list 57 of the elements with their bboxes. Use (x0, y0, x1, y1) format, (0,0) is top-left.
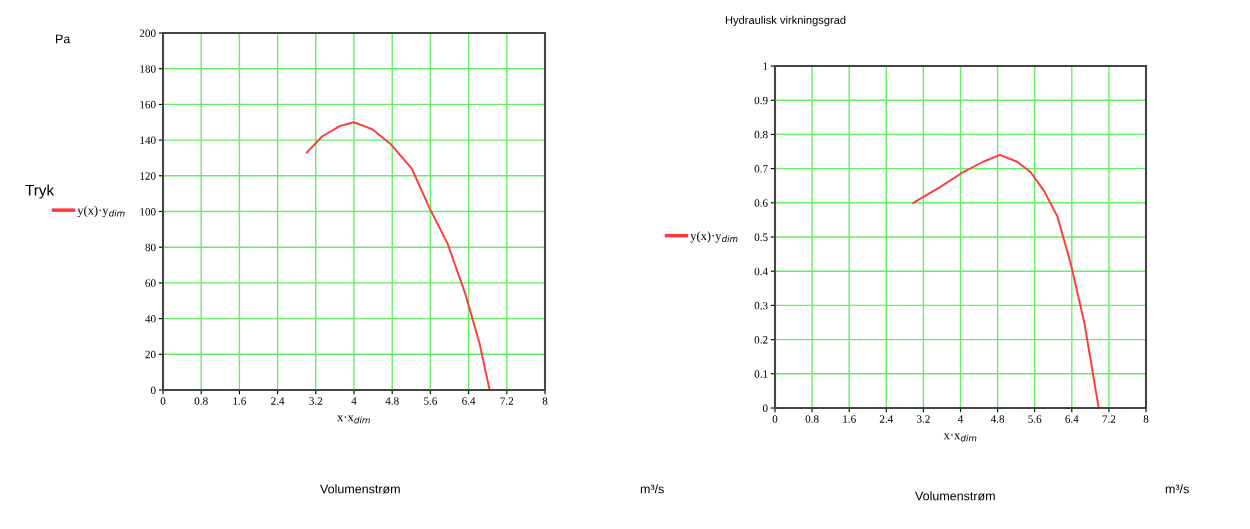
y-tick-label: 0.8 (754, 130, 768, 139)
text: m³/s (1165, 484, 1189, 494)
x-tick-label: 0.8 (805, 415, 819, 423)
x-tick-label: 4.8 (385, 397, 399, 405)
text: Volumenstrøm (915, 491, 995, 501)
text: Pa (56, 34, 71, 44)
x-tick-label: 8 (542, 397, 548, 405)
x-axis-title: x·x$_{dim}$ (337, 415, 370, 424)
y-tick-label: 100 (140, 207, 156, 216)
x-tick-label: 2.4 (271, 397, 285, 405)
x-tick-label: 0.8 (194, 397, 208, 405)
x-tick-label: 3.2 (309, 397, 323, 405)
line-series (912, 153, 1100, 408)
x-tick-label: 1.6 (233, 397, 247, 405)
y-tick-label: 0.6 (754, 199, 768, 207)
x-tick-label: 4.8 (990, 415, 1005, 423)
legend-label: y(x)·y$_{dim}$ (77, 205, 125, 218)
x-tick-label: 3.2 (916, 415, 930, 423)
x-tick-label: 1.6 (843, 415, 856, 423)
y-tick-label: 0.7 (754, 165, 768, 173)
y-tick-label: 60 (145, 279, 156, 287)
x-tick-label: 0 (772, 415, 778, 423)
line-series (305, 121, 491, 390)
y-tick-label: 80 (145, 243, 156, 252)
chart-title: Hydraulisk virkningsgrad (725, 15, 846, 27)
text: Volumenstrøm (320, 484, 400, 494)
x-tick-label: 4 (957, 415, 964, 423)
y-tick-label: 0.4 (754, 267, 768, 276)
legend-label: y(x)·y$_{dim}$ (690, 231, 738, 243)
y-tick-label: 180 (140, 65, 156, 73)
x-tick-label: 6.4 (462, 397, 476, 405)
x-axis-title: x·x$_{dim}$ (943, 433, 977, 442)
y-tick-label: 0.9 (754, 96, 768, 105)
y-tick-label: 40 (145, 315, 156, 323)
y-tick-label: 0.5 (754, 233, 768, 242)
y-tick-label: 0 (762, 404, 768, 412)
y-tick-label: 140 (140, 136, 156, 145)
y-axis-title: Tryk (25, 184, 55, 199)
y-tick-label: 0 (150, 386, 156, 394)
y-tick-label: 0.3 (754, 301, 768, 310)
y-tick-label: 160 (140, 100, 156, 109)
x-tick-label: 7.2 (500, 397, 514, 405)
y-tick-label: 1 (763, 62, 768, 70)
y-tick-label: 0.2 (754, 336, 768, 344)
y-tick-label: 200 (139, 29, 156, 37)
x-tick-label: 8 (1143, 415, 1149, 423)
x-tick-label: 6.4 (1065, 415, 1079, 423)
x-tick-label: 5.6 (1028, 415, 1042, 423)
x-tick-label: 4 (351, 397, 357, 405)
text: m³/s (640, 484, 664, 494)
x-tick-label: 7.2 (1102, 415, 1116, 423)
x-tick-label: 5.6 (424, 397, 438, 405)
y-tick-label: 120 (140, 172, 156, 180)
y-tick-label: 0.1 (754, 370, 768, 378)
x-tick-label: 2.4 (879, 415, 894, 423)
y-tick-label: 20 (145, 350, 156, 359)
x-tick-label: 0 (160, 397, 166, 405)
